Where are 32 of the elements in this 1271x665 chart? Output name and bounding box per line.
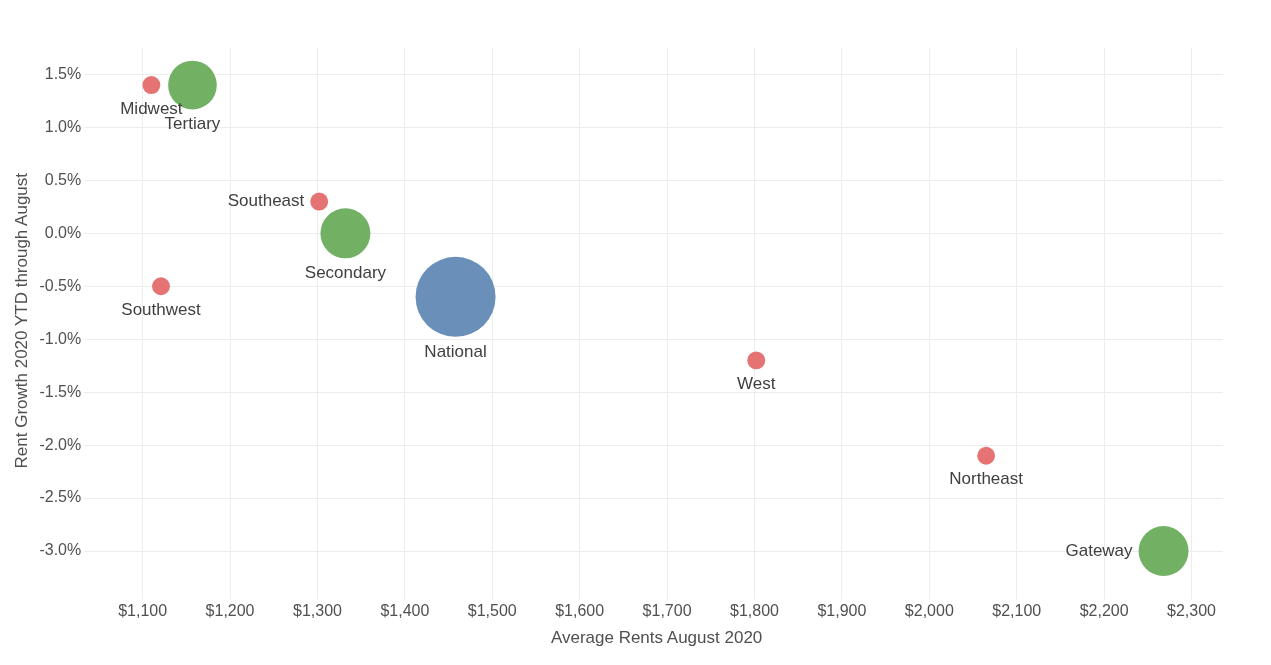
x-tick-label: $2,300 xyxy=(1167,602,1217,620)
y-tick-label: 0.0% xyxy=(44,223,82,241)
y-tick-label: -0.5% xyxy=(39,276,82,294)
y-tick-label: 0.5% xyxy=(44,170,82,188)
x-axis-title: Average Rents August 2020 xyxy=(550,628,763,648)
x-tick-label: $1,800 xyxy=(730,602,780,620)
x-tick-label: $1,300 xyxy=(292,602,343,620)
x-tick-label: $1,200 xyxy=(205,602,255,620)
x-tick-label: $1,400 xyxy=(380,602,430,620)
annotation: National xyxy=(424,341,487,361)
y-axis-title: Rent Growth 2020 YTD through August xyxy=(11,172,31,469)
y-tick-label: -2.5% xyxy=(39,488,82,506)
annotation: Gateway xyxy=(1065,540,1134,560)
x-tick-label: $2,200 xyxy=(1079,602,1129,620)
x-tick-label: $1,100 xyxy=(118,602,168,620)
y-tick-label: -1.5% xyxy=(39,382,82,400)
annotation: West xyxy=(737,374,776,394)
x-tick-label: $1,700 xyxy=(642,602,692,620)
annotation: Northeast xyxy=(949,469,1024,489)
y-tick-label: 1.0% xyxy=(44,117,82,135)
annotation: Southwest xyxy=(121,299,201,319)
y-tick-label: 1.5% xyxy=(44,64,82,82)
x-tick-label: $1,900 xyxy=(817,602,867,620)
x-tick-label: $1,600 xyxy=(555,602,605,620)
y-tick-label: -1.0% xyxy=(39,329,82,347)
annotation: Secondary xyxy=(304,263,387,282)
annotation: Southeast xyxy=(227,191,305,211)
y-tick-label: -3.0% xyxy=(39,541,82,559)
x-tick-label: $1,500 xyxy=(467,602,517,620)
x-tick-label: $2,100 xyxy=(992,602,1042,620)
y-tick-label: -2.0% xyxy=(39,435,82,453)
x-tick-label: $2,000 xyxy=(904,602,954,620)
